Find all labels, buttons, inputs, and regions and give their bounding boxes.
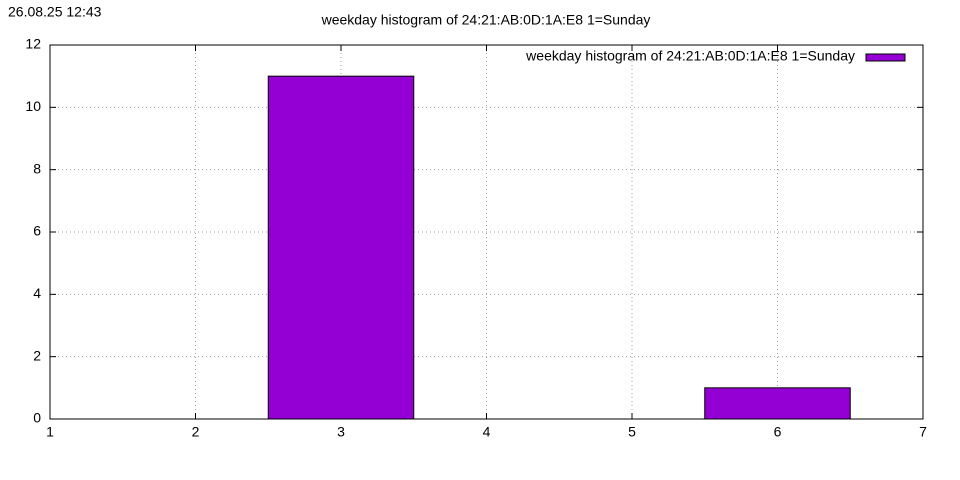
x-tick-label: 2	[192, 424, 200, 440]
y-tick-label: 10	[25, 98, 41, 114]
x-tick-label: 1	[46, 424, 54, 440]
y-tick-label: 0	[33, 410, 41, 426]
y-tick-label: 6	[33, 223, 41, 239]
y-tick-label: 2	[33, 347, 41, 363]
x-tick-label: 5	[628, 424, 636, 440]
legend-label: weekday histogram of 24:21:AB:0D:1A:E8 1…	[525, 48, 855, 64]
legend-swatch	[865, 53, 906, 62]
y-tick-label: 4	[33, 285, 41, 301]
x-tick-label: 7	[919, 424, 927, 440]
x-tick-label: 3	[337, 424, 345, 440]
x-tick-label: 4	[483, 424, 491, 440]
plot-border	[49, 44, 924, 420]
bar	[267, 75, 415, 420]
chart-title: weekday histogram of 24:21:AB:0D:1A:E8 1…	[321, 12, 651, 28]
x-tick-label: 6	[774, 424, 782, 440]
bar	[704, 387, 851, 420]
y-tick-label: 8	[33, 160, 41, 176]
timestamp: 26.08.25 12:43	[8, 4, 102, 20]
y-tick-label: 12	[25, 36, 41, 52]
